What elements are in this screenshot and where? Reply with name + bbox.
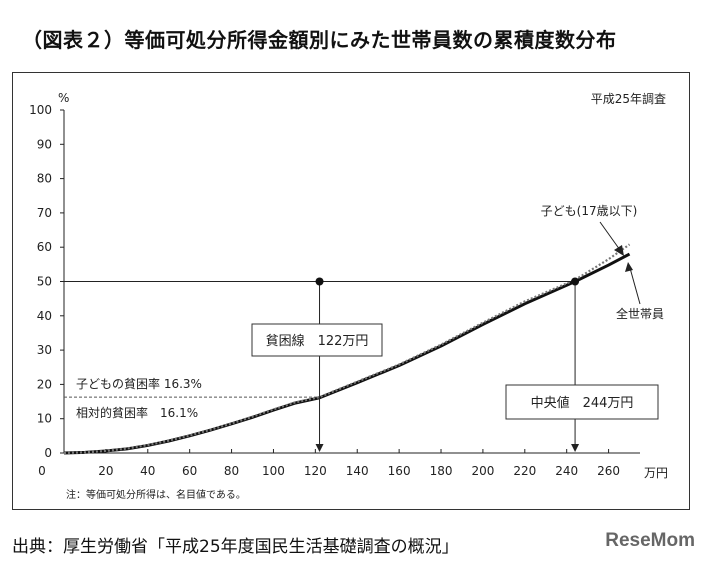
- children-callout-line: [599, 221, 621, 251]
- median-arrow-arrowhead: [571, 444, 580, 452]
- y-tick-label: 50: [37, 275, 52, 289]
- source-caption: 出典：厚生労働省「平成25年度国民生活基礎調査の概況」: [12, 537, 459, 557]
- survey-label: 平成25年調査: [591, 92, 666, 106]
- x-origin-label: 0: [38, 464, 46, 478]
- y-tick-label: 0: [44, 446, 52, 460]
- poverty-line-label: 貧困線 122万円: [266, 333, 369, 349]
- y-tick-label: 80: [37, 172, 52, 186]
- x-tick-label: 220: [513, 464, 536, 478]
- y-tick-label: 100: [29, 103, 52, 117]
- relative-poverty-rate-label: 相対的貧困率 16.1%: [76, 405, 198, 420]
- footnote: 注：等価可処分所得は、名目値である。: [66, 488, 246, 501]
- x-axis-unit: 万円: [644, 466, 668, 480]
- median-box: [505, 384, 659, 420]
- all-members-series-label: 全世帯員: [616, 306, 664, 321]
- y-tick-label: 70: [37, 206, 52, 220]
- chart-frame: [12, 72, 690, 510]
- series-layer: [63, 243, 631, 455]
- children-series-label: 子ども(17歳以下): [541, 204, 638, 218]
- x-tick-label: 100: [262, 464, 285, 478]
- x-tick-label: 200: [471, 464, 494, 478]
- poverty-line-marker: [315, 277, 324, 286]
- children-callout-arrowhead: [614, 245, 624, 256]
- x-tick-label: 20: [98, 464, 113, 478]
- x-tick-label: 120: [304, 464, 327, 478]
- axes-layer: 0 10 20 30 40 50 60 70 80 90 100 20 40 60 80 100 120 140 1…: [29, 91, 668, 501]
- y-tick-label: 20: [37, 377, 52, 391]
- x-tick-label: 160: [388, 464, 411, 478]
- y-tick-label: 90: [37, 137, 52, 151]
- x-tick-label: 180: [430, 464, 453, 478]
- y-tick-label: 10: [37, 412, 52, 426]
- x-tick-label: 60: [182, 464, 197, 478]
- x-tick-label: 260: [597, 464, 620, 478]
- median-label: 中央値 244万円: [531, 395, 634, 411]
- x-tick-label: 80: [224, 464, 239, 478]
- all-household-members-line: [63, 252, 631, 455]
- all-members-callout-line: [629, 267, 641, 305]
- figure-title: （図表２）等価可処分所得金額別にみた世帯員数の累積度数分布: [22, 28, 617, 52]
- children-line: [63, 243, 631, 455]
- child-poverty-rate-label: 子どもの貧困率 16.3%: [76, 376, 202, 391]
- x-tick-label: 140: [346, 464, 369, 478]
- y-tick-label: 60: [37, 240, 52, 254]
- y-tick-label: 40: [37, 309, 52, 323]
- y-axis-unit: %: [58, 91, 69, 105]
- x-tick-label: 40: [140, 464, 155, 478]
- median-marker: [571, 277, 580, 286]
- x-tick-label: 240: [555, 464, 578, 478]
- poverty-line-box: [251, 323, 383, 357]
- all-members-callout-arrowhead: [625, 262, 633, 272]
- poverty-line-arrow-arrowhead: [315, 444, 324, 452]
- resemom-logo: ReseMom: [605, 530, 695, 551]
- y-tick-label: 30: [37, 343, 52, 357]
